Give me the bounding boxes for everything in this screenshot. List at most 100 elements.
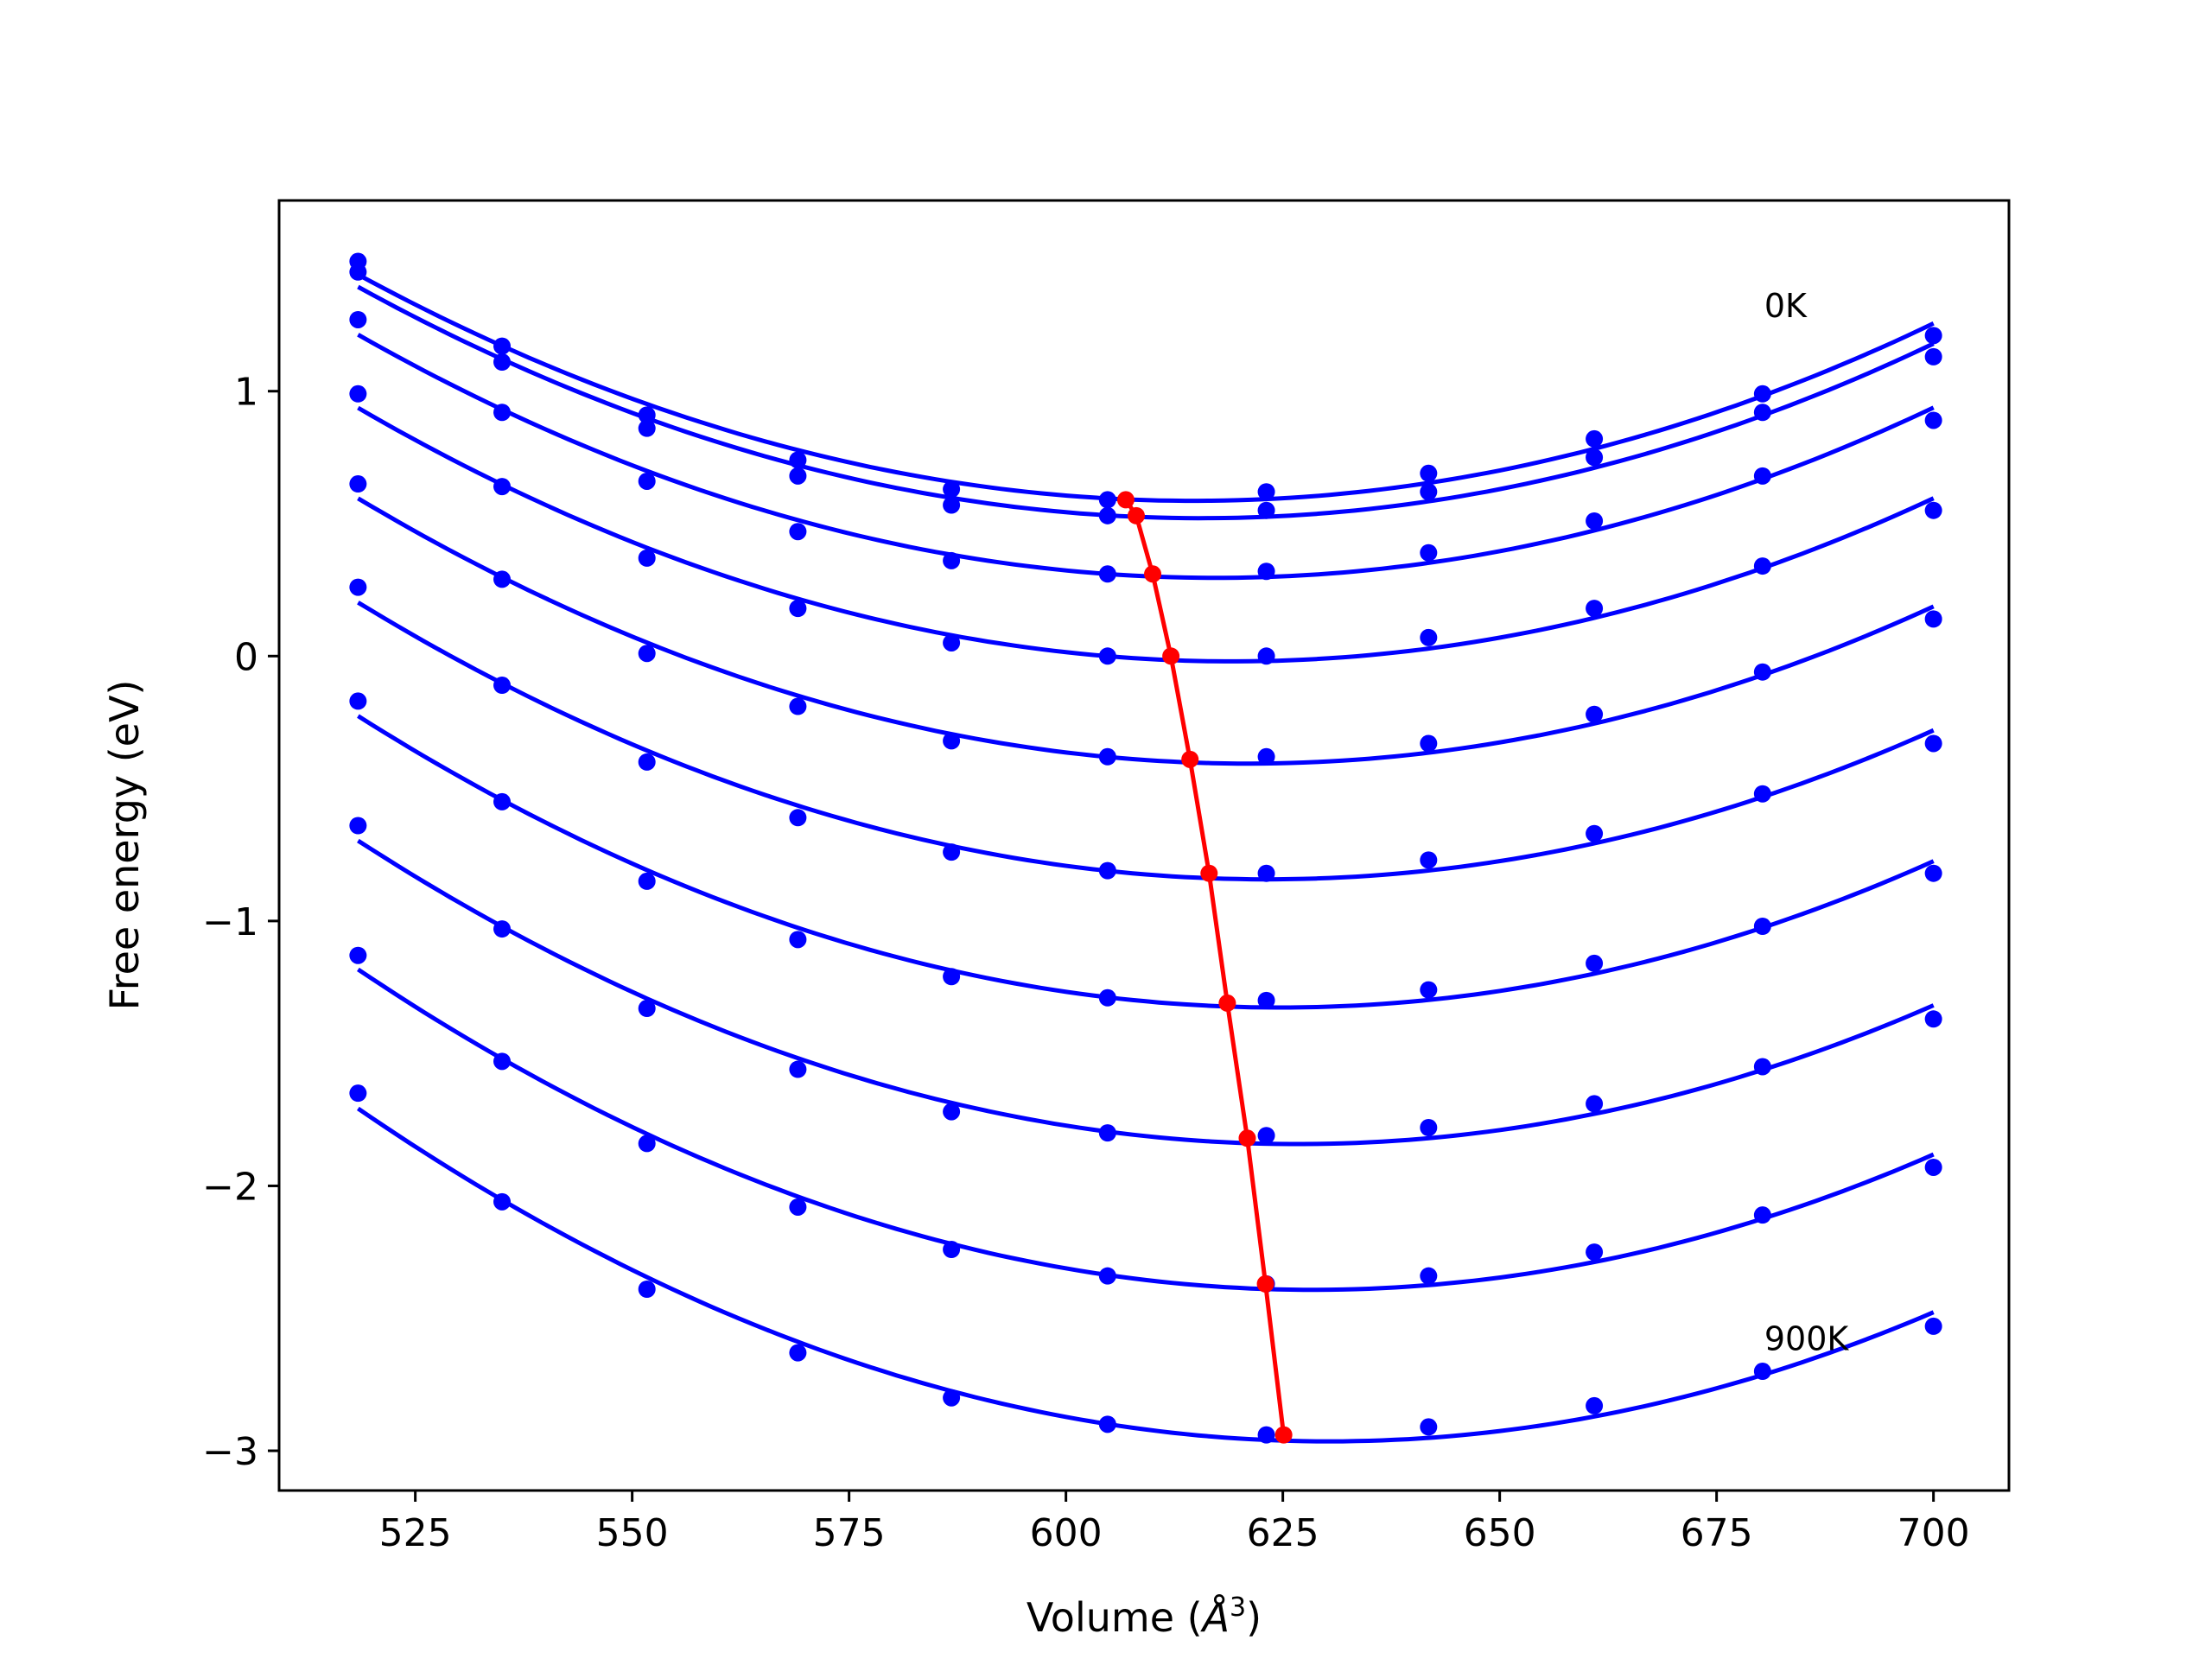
data-point-s2-10 xyxy=(1753,404,1771,422)
data-point-s5-7 xyxy=(1257,747,1275,766)
data-point-s2-11 xyxy=(1924,347,1942,365)
data-point-s8-11 xyxy=(1924,1010,1942,1028)
minimum-point-8 xyxy=(1238,1129,1256,1147)
x-tick-label-650: 650 xyxy=(1464,1511,1536,1555)
data-point-s10-2 xyxy=(493,1192,512,1211)
data-point-s9-9 xyxy=(1586,1243,1604,1262)
y-axis-title: Free energy (eV) xyxy=(101,680,148,1011)
data-point-s1-2 xyxy=(493,337,512,355)
minimum-point-1 xyxy=(1116,491,1135,509)
data-point-s9-8 xyxy=(1420,1267,1438,1285)
data-point-s7-6 xyxy=(1098,988,1116,1007)
series-line-2 xyxy=(357,284,1935,521)
minimum-point-6 xyxy=(1200,864,1218,882)
data-point-s3-7 xyxy=(1257,563,1275,581)
x-axis-title: Volume (Å3) xyxy=(1027,1592,1262,1641)
data-point-s9-6 xyxy=(1098,1267,1116,1285)
data-point-s2-1 xyxy=(349,263,367,281)
data-point-s4-4 xyxy=(789,600,807,618)
data-point-s10-4 xyxy=(789,1344,807,1362)
data-point-s2-3 xyxy=(638,419,656,437)
data-point-s6-11 xyxy=(1924,734,1942,753)
data-point-s1-11 xyxy=(1924,327,1942,345)
data-point-s1-10 xyxy=(1753,385,1771,403)
annotations: 0K 900K xyxy=(1764,287,1850,1358)
data-point-s1-7 xyxy=(1257,483,1275,501)
data-point-s8-9 xyxy=(1586,1095,1604,1113)
data-point-s6-7 xyxy=(1257,864,1275,882)
data-point-s9-1 xyxy=(349,946,367,964)
minimum-point-5 xyxy=(1181,750,1199,768)
data-point-s10-3 xyxy=(638,1281,656,1299)
data-point-s6-9 xyxy=(1586,824,1604,842)
plot-area xyxy=(349,252,1942,1444)
data-point-s8-3 xyxy=(638,1000,656,1018)
y-tick-label--1: −1 xyxy=(202,900,258,944)
x-tick-label-625: 625 xyxy=(1247,1511,1319,1555)
data-point-s8-10 xyxy=(1753,1058,1771,1076)
minimum-point-7 xyxy=(1218,994,1236,1012)
data-point-s3-2 xyxy=(493,404,512,422)
series-line-7 xyxy=(357,714,1935,1010)
y-tick-label-1: 1 xyxy=(234,371,258,415)
data-point-s3-4 xyxy=(789,523,807,541)
data-point-s2-5 xyxy=(943,496,961,514)
x-tick-label-575: 575 xyxy=(813,1511,886,1555)
data-point-s9-4 xyxy=(789,1198,807,1216)
data-point-s2-6 xyxy=(1098,506,1116,524)
y-axis-ticks: −3 −2 −1 0 1 xyxy=(202,371,279,1474)
data-point-s7-7 xyxy=(1257,991,1275,1009)
data-point-s10-6 xyxy=(1098,1415,1116,1433)
series-line-9 xyxy=(357,967,1935,1293)
x-axis-ticks: 525 550 575 600 625 650 675 700 xyxy=(379,1491,1970,1555)
data-point-s1-9 xyxy=(1586,429,1604,448)
data-point-s7-2 xyxy=(493,792,512,810)
data-point-s2-9 xyxy=(1586,448,1604,467)
data-point-s7-10 xyxy=(1753,918,1771,936)
x-tick-label-700: 700 xyxy=(1897,1511,1970,1555)
data-point-s4-2 xyxy=(493,478,512,496)
data-point-s8-5 xyxy=(943,1103,961,1121)
y-tick-label-0: 0 xyxy=(234,635,258,679)
data-point-s5-10 xyxy=(1753,663,1771,681)
data-point-s3-5 xyxy=(943,551,961,569)
data-point-s8-7 xyxy=(1257,1127,1275,1145)
data-point-s5-3 xyxy=(638,645,656,663)
data-point-s8-2 xyxy=(493,920,512,938)
data-point-s6-1 xyxy=(349,578,367,596)
data-point-s10-9 xyxy=(1586,1396,1604,1414)
data-point-s9-10 xyxy=(1753,1206,1771,1224)
x-axis-title-unit: Å xyxy=(1200,1594,1230,1641)
annotation-900k: 900K xyxy=(1764,1320,1850,1358)
x-axis-title-suffix: ) xyxy=(1246,1594,1262,1641)
x-tick-label-675: 675 xyxy=(1681,1511,1753,1555)
data-point-s5-8 xyxy=(1420,734,1438,753)
data-point-s1-5 xyxy=(943,480,961,499)
series-line-5 xyxy=(357,496,1935,766)
data-point-s9-2 xyxy=(493,1052,512,1071)
data-point-s10-5 xyxy=(943,1389,961,1407)
series-line-4 xyxy=(357,405,1935,664)
data-point-s8-1 xyxy=(349,817,367,835)
data-point-s9-3 xyxy=(638,1135,656,1153)
x-axis-title-prefix: Volume ( xyxy=(1027,1594,1203,1641)
minimum-point-2 xyxy=(1127,506,1145,524)
data-point-s1-6 xyxy=(1098,491,1116,509)
data-point-s7-3 xyxy=(638,872,656,890)
data-point-s4-11 xyxy=(1924,501,1942,519)
series-line-8 xyxy=(357,838,1935,1147)
data-point-s4-10 xyxy=(1753,557,1771,575)
data-point-s2-2 xyxy=(493,353,512,372)
series-line-3 xyxy=(357,333,1935,581)
series-line-1 xyxy=(357,272,1935,504)
data-point-s2-8 xyxy=(1420,483,1438,501)
data-point-s5-4 xyxy=(789,697,807,715)
x-tick-label-600: 600 xyxy=(1030,1511,1103,1555)
data-point-s4-9 xyxy=(1586,600,1604,618)
data-point-s3-3 xyxy=(638,472,656,490)
data-point-s1-8 xyxy=(1420,464,1438,482)
data-point-s10-10 xyxy=(1753,1363,1771,1381)
data-point-s7-4 xyxy=(789,931,807,949)
data-point-s10-8 xyxy=(1420,1418,1438,1436)
